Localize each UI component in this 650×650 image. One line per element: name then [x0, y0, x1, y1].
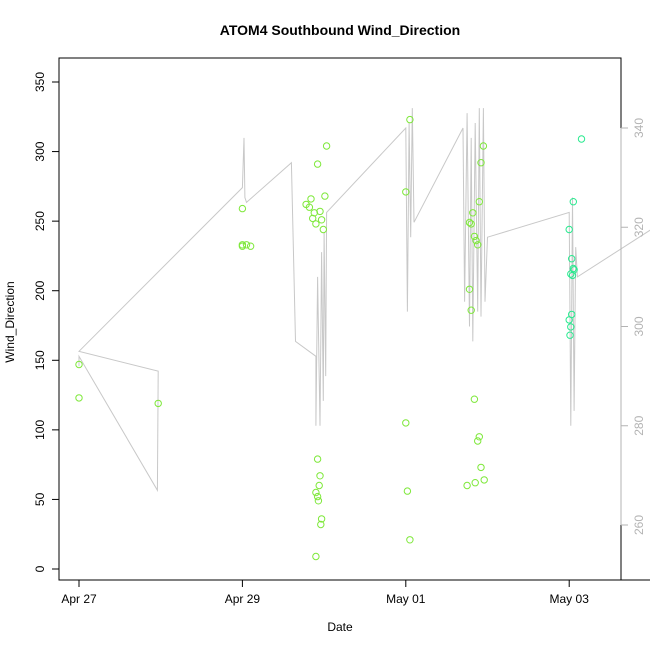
data-point — [569, 198, 577, 206]
data-point — [305, 203, 314, 211]
data-point — [470, 395, 479, 403]
data-points-layer — [75, 115, 586, 561]
data-point — [565, 225, 573, 234]
series-1 — [75, 115, 488, 561]
data-point — [314, 497, 323, 505]
y-tick-label: 100 — [33, 420, 47, 440]
data-point — [312, 488, 320, 497]
secondary-line — [78, 108, 650, 493]
data-point — [469, 209, 477, 217]
data-point — [242, 241, 251, 249]
x-tick-label: Apr 27 — [61, 592, 97, 606]
data-point — [465, 218, 474, 227]
data-point — [312, 552, 320, 561]
data-point — [569, 264, 577, 273]
data-point — [307, 195, 315, 203]
data-point — [477, 159, 485, 167]
y-tick-label: 200 — [33, 280, 47, 300]
data-point — [238, 242, 247, 250]
data-point — [316, 472, 324, 480]
data-point — [568, 255, 576, 263]
data-point — [402, 419, 410, 427]
right-y-tick-label: 260 — [632, 515, 646, 535]
plot-frame — [58, 57, 622, 581]
data-point — [312, 220, 320, 228]
series-2 — [565, 135, 586, 339]
y-axis: 0 50 100 150 200 250 300 350 — [33, 72, 60, 572]
data-point — [567, 323, 575, 331]
data-point — [475, 198, 483, 206]
data-point — [463, 481, 471, 490]
data-point — [402, 188, 410, 196]
data-point — [577, 135, 586, 143]
y-tick-label: 150 — [33, 350, 47, 370]
data-point — [480, 476, 488, 484]
data-point — [467, 220, 475, 228]
data-point — [319, 225, 327, 234]
data-point — [406, 115, 414, 124]
data-point — [406, 536, 414, 544]
data-point — [238, 204, 247, 213]
right-y-axis: 260 280 300 320 340 — [620, 118, 646, 535]
y-tick-label: 350 — [33, 72, 47, 92]
data-point — [313, 160, 322, 168]
data-point — [313, 455, 322, 463]
data-point — [316, 207, 324, 216]
data-point — [154, 399, 162, 408]
right-y-tick-label: 340 — [632, 118, 646, 138]
data-point — [471, 479, 479, 487]
y-tick-label: 250 — [33, 211, 47, 231]
right-y-tick-label: 320 — [632, 217, 646, 237]
y-tick-label: 50 — [33, 492, 47, 506]
data-point — [472, 236, 480, 245]
right-y-tick-label: 280 — [632, 415, 646, 435]
data-point — [465, 285, 474, 293]
chart-title: ATOM4 Southbound Wind_Direction — [220, 22, 460, 38]
data-point — [570, 266, 578, 274]
data-point — [246, 242, 255, 250]
data-point — [403, 487, 412, 495]
data-point — [467, 306, 475, 314]
data-point — [474, 437, 482, 445]
y-axis-label: Wind_Direction — [3, 281, 17, 362]
data-point — [317, 515, 326, 523]
data-point — [315, 481, 323, 490]
data-point — [75, 394, 83, 402]
data-point — [321, 192, 329, 200]
data-point — [474, 241, 482, 249]
data-point — [317, 216, 326, 224]
data-point — [475, 433, 483, 441]
data-point — [75, 360, 83, 369]
data-point — [470, 232, 479, 241]
x-axis-label: Date — [327, 620, 353, 634]
y-tick-label: 300 — [33, 141, 47, 161]
x-tick-label: May 03 — [550, 592, 590, 606]
data-point — [566, 331, 574, 339]
data-point — [313, 492, 322, 501]
y-tick-label: 0 — [33, 565, 47, 572]
right-y-tick-label: 300 — [632, 316, 646, 336]
x-tick-label: Apr 29 — [225, 592, 261, 606]
data-point — [322, 142, 331, 150]
data-point — [317, 520, 325, 529]
data-point — [477, 463, 485, 472]
data-point — [479, 142, 488, 150]
x-tick-label: May 01 — [386, 592, 426, 606]
secondary-line-layer — [78, 108, 650, 493]
data-point — [565, 316, 573, 324]
